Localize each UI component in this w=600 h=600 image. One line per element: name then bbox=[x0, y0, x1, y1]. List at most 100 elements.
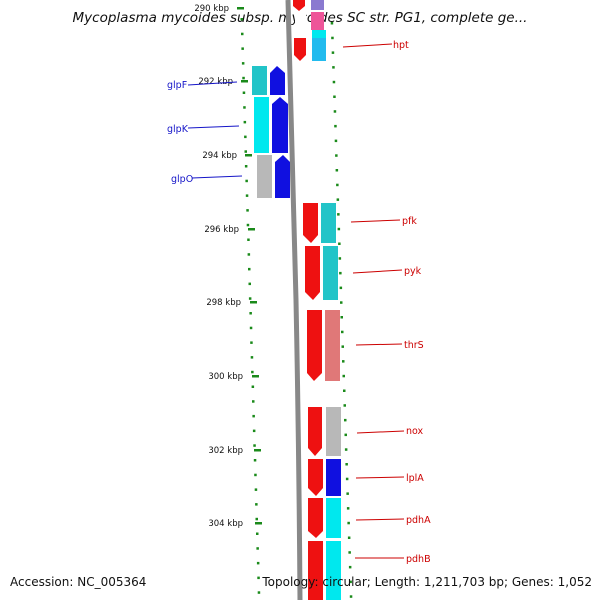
minor-tick bbox=[331, 36, 334, 40]
minor-tick bbox=[253, 444, 256, 447]
minor-tick bbox=[333, 95, 336, 98]
accession-label: Accession: NC_005364 bbox=[10, 575, 147, 589]
minor-tick bbox=[346, 507, 350, 510]
minor-tick bbox=[344, 448, 348, 451]
gene-block-thrS-strand[interactable] bbox=[325, 310, 340, 381]
gene-block-glpO-strand[interactable] bbox=[275, 155, 290, 198]
scale-label: 302 kbp bbox=[208, 446, 243, 456]
gene-label-lplA[interactable]: lplA bbox=[406, 473, 424, 484]
minor-tick bbox=[244, 135, 247, 139]
gene-block[interactable] bbox=[311, 0, 324, 10]
minor-tick bbox=[248, 282, 251, 286]
gene-block-glpO[interactable] bbox=[257, 155, 272, 198]
minor-tick bbox=[252, 429, 256, 433]
gene-label-thrS[interactable]: thrS bbox=[404, 340, 424, 351]
gene-block-pdhA[interactable] bbox=[308, 498, 323, 538]
gene-block[interactable] bbox=[295, 12, 306, 31]
gene-block-glpF[interactable] bbox=[252, 66, 267, 95]
minor-tick bbox=[333, 110, 337, 113]
gene-label-glpK[interactable]: glpK bbox=[167, 124, 189, 135]
minor-tick bbox=[346, 492, 349, 495]
gene-label-pyk[interactable]: pyk bbox=[404, 266, 422, 277]
gene-block-glpF-strand[interactable] bbox=[270, 66, 285, 95]
gene-block-thrS[interactable] bbox=[307, 310, 322, 381]
gene-block[interactable] bbox=[311, 12, 324, 30]
gene-block-pdhB-strand[interactable] bbox=[326, 541, 341, 600]
minor-tick bbox=[244, 150, 247, 153]
gene-label-nox[interactable]: nox bbox=[406, 426, 424, 437]
major-tick bbox=[245, 154, 252, 157]
minor-tick bbox=[349, 595, 353, 598]
minor-tick bbox=[335, 169, 339, 172]
gene-label-glpO[interactable]: glpO bbox=[171, 174, 193, 185]
gene-label-glpF[interactable]: glpF bbox=[167, 80, 187, 91]
gene-block-glpK-strand[interactable] bbox=[272, 97, 288, 153]
minor-tick bbox=[343, 404, 346, 407]
minor-tick bbox=[250, 356, 254, 359]
minor-tick bbox=[341, 345, 344, 348]
minor-tick bbox=[339, 271, 342, 275]
gene-block-glpK[interactable] bbox=[254, 97, 269, 153]
minor-tick bbox=[330, 22, 334, 25]
gene-block[interactable] bbox=[312, 38, 326, 61]
gene-label-pdhA[interactable]: pdhA bbox=[406, 515, 431, 526]
minor-tick bbox=[246, 223, 250, 227]
minor-tick bbox=[240, 18, 243, 21]
gene-block-lplA-strand[interactable] bbox=[326, 459, 341, 496]
minor-tick bbox=[253, 459, 257, 462]
gene-block-pfk-strand[interactable] bbox=[321, 203, 336, 243]
minor-tick bbox=[246, 209, 249, 212]
minor-tick bbox=[349, 580, 352, 584]
scale-label: 292 kbp bbox=[198, 77, 233, 87]
minor-tick bbox=[245, 194, 249, 197]
right-gene-leaders bbox=[342, 43, 405, 559]
minor-tick bbox=[347, 536, 351, 539]
minor-tick bbox=[242, 91, 246, 94]
scale-label: 298 kbp bbox=[206, 298, 241, 308]
scale-label: 290 kbp bbox=[194, 4, 229, 14]
major-tick bbox=[252, 375, 259, 378]
minor-tick bbox=[344, 433, 347, 437]
major-tick bbox=[241, 80, 248, 83]
minor-tick bbox=[335, 154, 338, 157]
minor-tick bbox=[248, 297, 252, 300]
major-tick bbox=[254, 449, 261, 452]
gene-block[interactable] bbox=[293, 0, 305, 11]
gene-block-pdhA-strand[interactable] bbox=[326, 498, 341, 538]
genome-backbone bbox=[285, 0, 303, 600]
gene-block-pdhB[interactable] bbox=[308, 541, 323, 600]
minor-tick bbox=[245, 179, 248, 183]
minor-tick bbox=[337, 227, 341, 231]
gene-block-pyk-strand[interactable] bbox=[323, 246, 338, 300]
minor-tick bbox=[251, 385, 255, 388]
scale-label: 304 kbp bbox=[208, 519, 243, 529]
minor-tick bbox=[343, 389, 346, 392]
gene-label-pdhB[interactable]: pdhB bbox=[406, 554, 431, 565]
minor-tick bbox=[250, 341, 253, 344]
minor-tick bbox=[340, 316, 343, 319]
minor-tick bbox=[249, 312, 252, 315]
gene-block[interactable] bbox=[312, 30, 326, 38]
gene-block-pyk[interactable] bbox=[305, 246, 320, 300]
gene-block-nox[interactable] bbox=[308, 407, 322, 456]
minor-tick bbox=[332, 80, 336, 84]
gene-block-pfk[interactable] bbox=[303, 203, 318, 243]
gene-label-hpt[interactable]: hpt bbox=[393, 40, 409, 51]
minor-tick bbox=[251, 370, 254, 374]
gene-block-nox-strand[interactable] bbox=[326, 407, 341, 456]
gene-block[interactable] bbox=[294, 38, 306, 61]
minor-tick bbox=[342, 360, 345, 363]
minor-tick bbox=[345, 477, 349, 481]
minor-tick bbox=[338, 242, 341, 245]
minor-tick bbox=[257, 576, 260, 580]
scale-label: 300 kbp bbox=[208, 372, 243, 382]
minor-tick bbox=[257, 591, 261, 594]
minor-tick bbox=[244, 165, 248, 168]
scale-label: 296 kbp bbox=[204, 225, 239, 235]
minor-tick bbox=[254, 473, 257, 477]
minor-tick bbox=[254, 488, 258, 491]
minor-tick bbox=[255, 503, 258, 506]
gene-label-pfk[interactable]: pfk bbox=[402, 216, 417, 227]
gene-block-lplA[interactable] bbox=[308, 459, 323, 496]
